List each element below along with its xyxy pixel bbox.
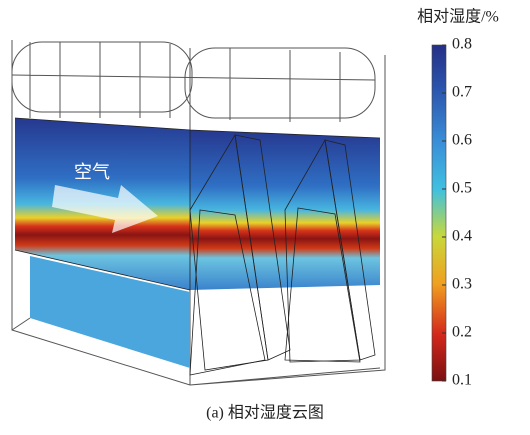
model-render: 空气: [11, 40, 386, 386]
colorbar-tick-label: 0.2: [452, 324, 472, 341]
caption: (a) 相对湿度云图: [206, 404, 324, 422]
colorbar-tick-label: 0.5: [452, 180, 472, 197]
annotation: 空气: [74, 162, 110, 182]
fin: [284, 207, 361, 363]
colorbar-tick-label: 0.4: [452, 228, 472, 245]
panel: [30, 256, 190, 368]
airflow-arrow: [52, 185, 158, 233]
colorbar-tick-label: 0.7: [452, 84, 472, 101]
colorbar-tick-label: 0.6: [452, 132, 472, 149]
fin: [189, 209, 266, 376]
colorbar-tick-label: 0.8: [452, 36, 472, 53]
colorbar-tick-label: 0.1: [452, 372, 472, 389]
fin: [324, 139, 376, 361]
colorbar-title: 相对湿度/%: [417, 8, 499, 26]
colorbar: [431, 44, 447, 382]
colorbar-tick-label: 0.3: [452, 276, 472, 293]
